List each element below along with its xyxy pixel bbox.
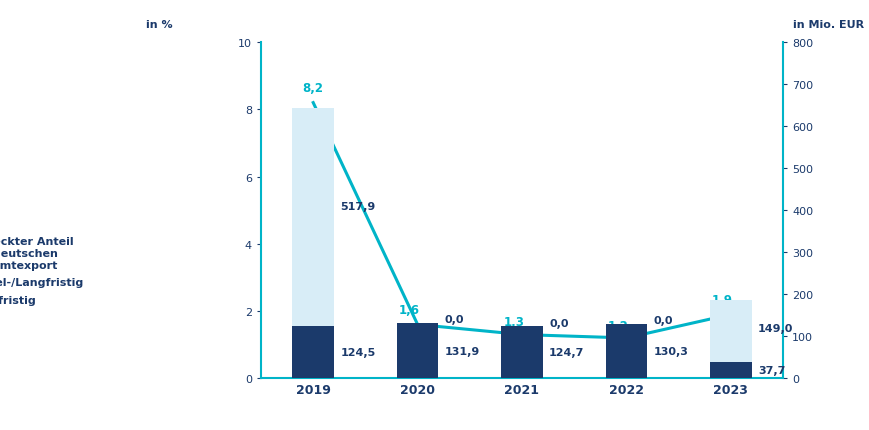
Legend: gedeckter Anteil
am deutschen
Gesamtexport, Mittel-/Langfristig, Kurzfristig: gedeckter Anteil am deutschen Gesamtexpo…: [0, 237, 83, 305]
Bar: [709, 300, 751, 378]
Text: 1,6: 1,6: [398, 303, 419, 316]
Bar: [396, 323, 438, 378]
Text: 0,0: 0,0: [653, 316, 673, 326]
Text: 131,9: 131,9: [444, 346, 480, 356]
Text: in %: in %: [146, 20, 173, 30]
Bar: [292, 109, 334, 378]
Text: 1,3: 1,3: [502, 316, 523, 329]
Text: 517,9: 517,9: [340, 202, 375, 212]
Text: 0,0: 0,0: [548, 318, 568, 328]
Bar: [501, 326, 542, 378]
Text: 0,0: 0,0: [444, 315, 464, 325]
Text: 8,2: 8,2: [302, 82, 323, 95]
Text: in Mio. EUR: in Mio. EUR: [793, 20, 864, 30]
Text: 1,9: 1,9: [711, 293, 732, 306]
Bar: [396, 323, 438, 378]
Bar: [292, 326, 334, 378]
Text: 1,2: 1,2: [607, 319, 627, 332]
Bar: [709, 362, 751, 378]
Bar: [605, 324, 647, 378]
Bar: [605, 324, 647, 378]
Text: 130,3: 130,3: [653, 346, 687, 356]
Text: 37,7: 37,7: [757, 366, 785, 375]
Text: 124,5: 124,5: [340, 347, 375, 357]
Bar: [501, 326, 542, 378]
Text: 124,7: 124,7: [548, 347, 584, 357]
Text: 149,0: 149,0: [757, 323, 793, 333]
